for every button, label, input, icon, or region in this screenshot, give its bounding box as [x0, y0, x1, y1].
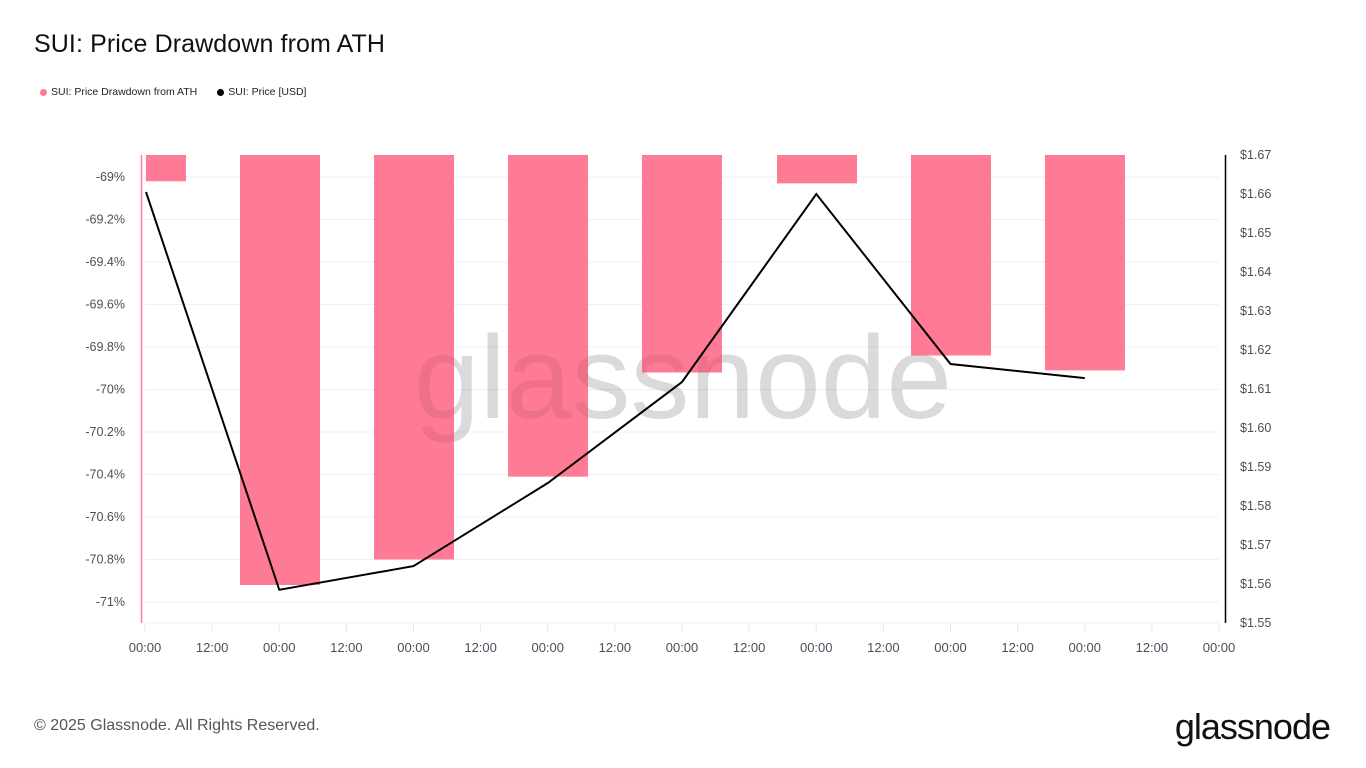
price-line	[145, 191, 1085, 591]
y-left-tick-label: -69.4%	[85, 255, 125, 269]
watermark-overlay: glassnode	[414, 312, 952, 444]
y-right-tick-label: $1.55	[1240, 616, 1271, 630]
y-left-tick-label: -70.4%	[85, 468, 125, 482]
x-tick-label: 00:00	[531, 640, 564, 655]
x-tick-label: 00:00	[1068, 640, 1101, 655]
y-right-tick-label: $1.57	[1240, 538, 1271, 552]
y-right-tick-label: $1.59	[1240, 460, 1271, 474]
y-right-tick-label: $1.60	[1240, 421, 1271, 435]
drawdown-bar[interactable]	[374, 155, 454, 560]
drawdown-bar[interactable]	[508, 155, 588, 477]
drawdown-bar[interactable]	[642, 155, 722, 373]
legend-item-price[interactable]: SUI: Price [USD]	[217, 86, 306, 98]
x-tick-label: 12:00	[464, 640, 497, 655]
drawdown-bar[interactable]	[1045, 155, 1125, 371]
y-left-tick-label: -70%	[96, 383, 125, 397]
x-tick-label: 00:00	[397, 640, 430, 655]
drawdown-bars	[146, 155, 1125, 585]
y-right-tick-label: $1.66	[1240, 187, 1271, 201]
legend-label: SUI: Price Drawdown from ATH	[51, 86, 198, 98]
x-tick-label: 00:00	[666, 640, 699, 655]
watermark-overlay-text: glassnode	[414, 312, 952, 444]
legend-dot-icon	[40, 88, 47, 96]
y-left-tick-label: -70.2%	[85, 425, 125, 439]
x-tick-label: 12:00	[599, 640, 632, 655]
drawdown-bar[interactable]	[911, 155, 991, 356]
x-tick-label: 12:00	[867, 640, 900, 655]
x-tick-label: 00:00	[263, 640, 296, 655]
x-tick-label: 12:00	[330, 640, 363, 655]
y-right-tick-label: $1.67	[1240, 148, 1271, 162]
drawdown-bar[interactable]	[777, 155, 857, 184]
x-tick-label: 12:00	[1136, 640, 1169, 655]
y-right-tick-label: $1.58	[1240, 499, 1271, 513]
y-left-tick-label: -69.6%	[85, 298, 125, 312]
gridlines	[145, 176, 1219, 624]
chart-title: SUI: Price Drawdown from ATH	[34, 30, 386, 58]
y-right-tick-label: $1.61	[1240, 382, 1271, 396]
y-right-tick-label: $1.62	[1240, 343, 1271, 357]
y-left-tick-label: -69.8%	[85, 340, 125, 354]
y-left-tick-label: -69%	[96, 170, 125, 184]
y-left-tick-label: -70.6%	[85, 510, 125, 524]
y-right-tick-label: $1.63	[1240, 304, 1271, 318]
drawdown-bar[interactable]	[240, 155, 320, 585]
glassnode-logo: glassnode	[1174, 706, 1331, 747]
x-tick-label: 12:00	[196, 640, 229, 655]
x-tick-label: 00:00	[934, 640, 967, 655]
x-tick-label: 00:00	[800, 640, 833, 655]
legend: SUI: Price Drawdown from ATH SUI: Price …	[40, 86, 306, 98]
y-left-tick-label: -70.8%	[85, 553, 125, 567]
copyright-text: © 2025 Glassnode. All Rights Reserved.	[34, 717, 320, 734]
y-right-tick-label: $1.64	[1240, 265, 1271, 279]
y-left-tick-label: -71%	[96, 595, 125, 609]
x-tick-label: 12:00	[733, 640, 766, 655]
x-axis-labels: 00:00 12:00 00:00 12:00 00:00 12:00 00:00 12:00…	[129, 624, 1236, 655]
y-right-tick-label: $1.65	[1240, 226, 1271, 240]
x-tick-label: 12:00	[1001, 640, 1034, 655]
drawdown-bar[interactable]	[146, 155, 186, 182]
legend-label: SUI: Price [USD]	[228, 86, 307, 98]
x-tick-label: 00:00	[129, 640, 162, 655]
left-axis-labels: -69% -69.2% -69.4% -69.6% -69.8% -70% -70.2% -7…	[85, 170, 125, 609]
legend-item-drawdown[interactable]: SUI: Price Drawdown from ATH	[40, 86, 197, 98]
x-tick-label: 00:00	[1203, 640, 1236, 655]
legend-dot-icon	[217, 88, 225, 96]
right-axis-labels: $1.67 $1.66 $1.65 $1.64 $1.63 $1.62 $1.61 $1.60…	[1240, 148, 1271, 630]
y-left-tick-label: -69.2%	[85, 213, 125, 227]
y-right-tick-label: $1.56	[1240, 577, 1271, 591]
